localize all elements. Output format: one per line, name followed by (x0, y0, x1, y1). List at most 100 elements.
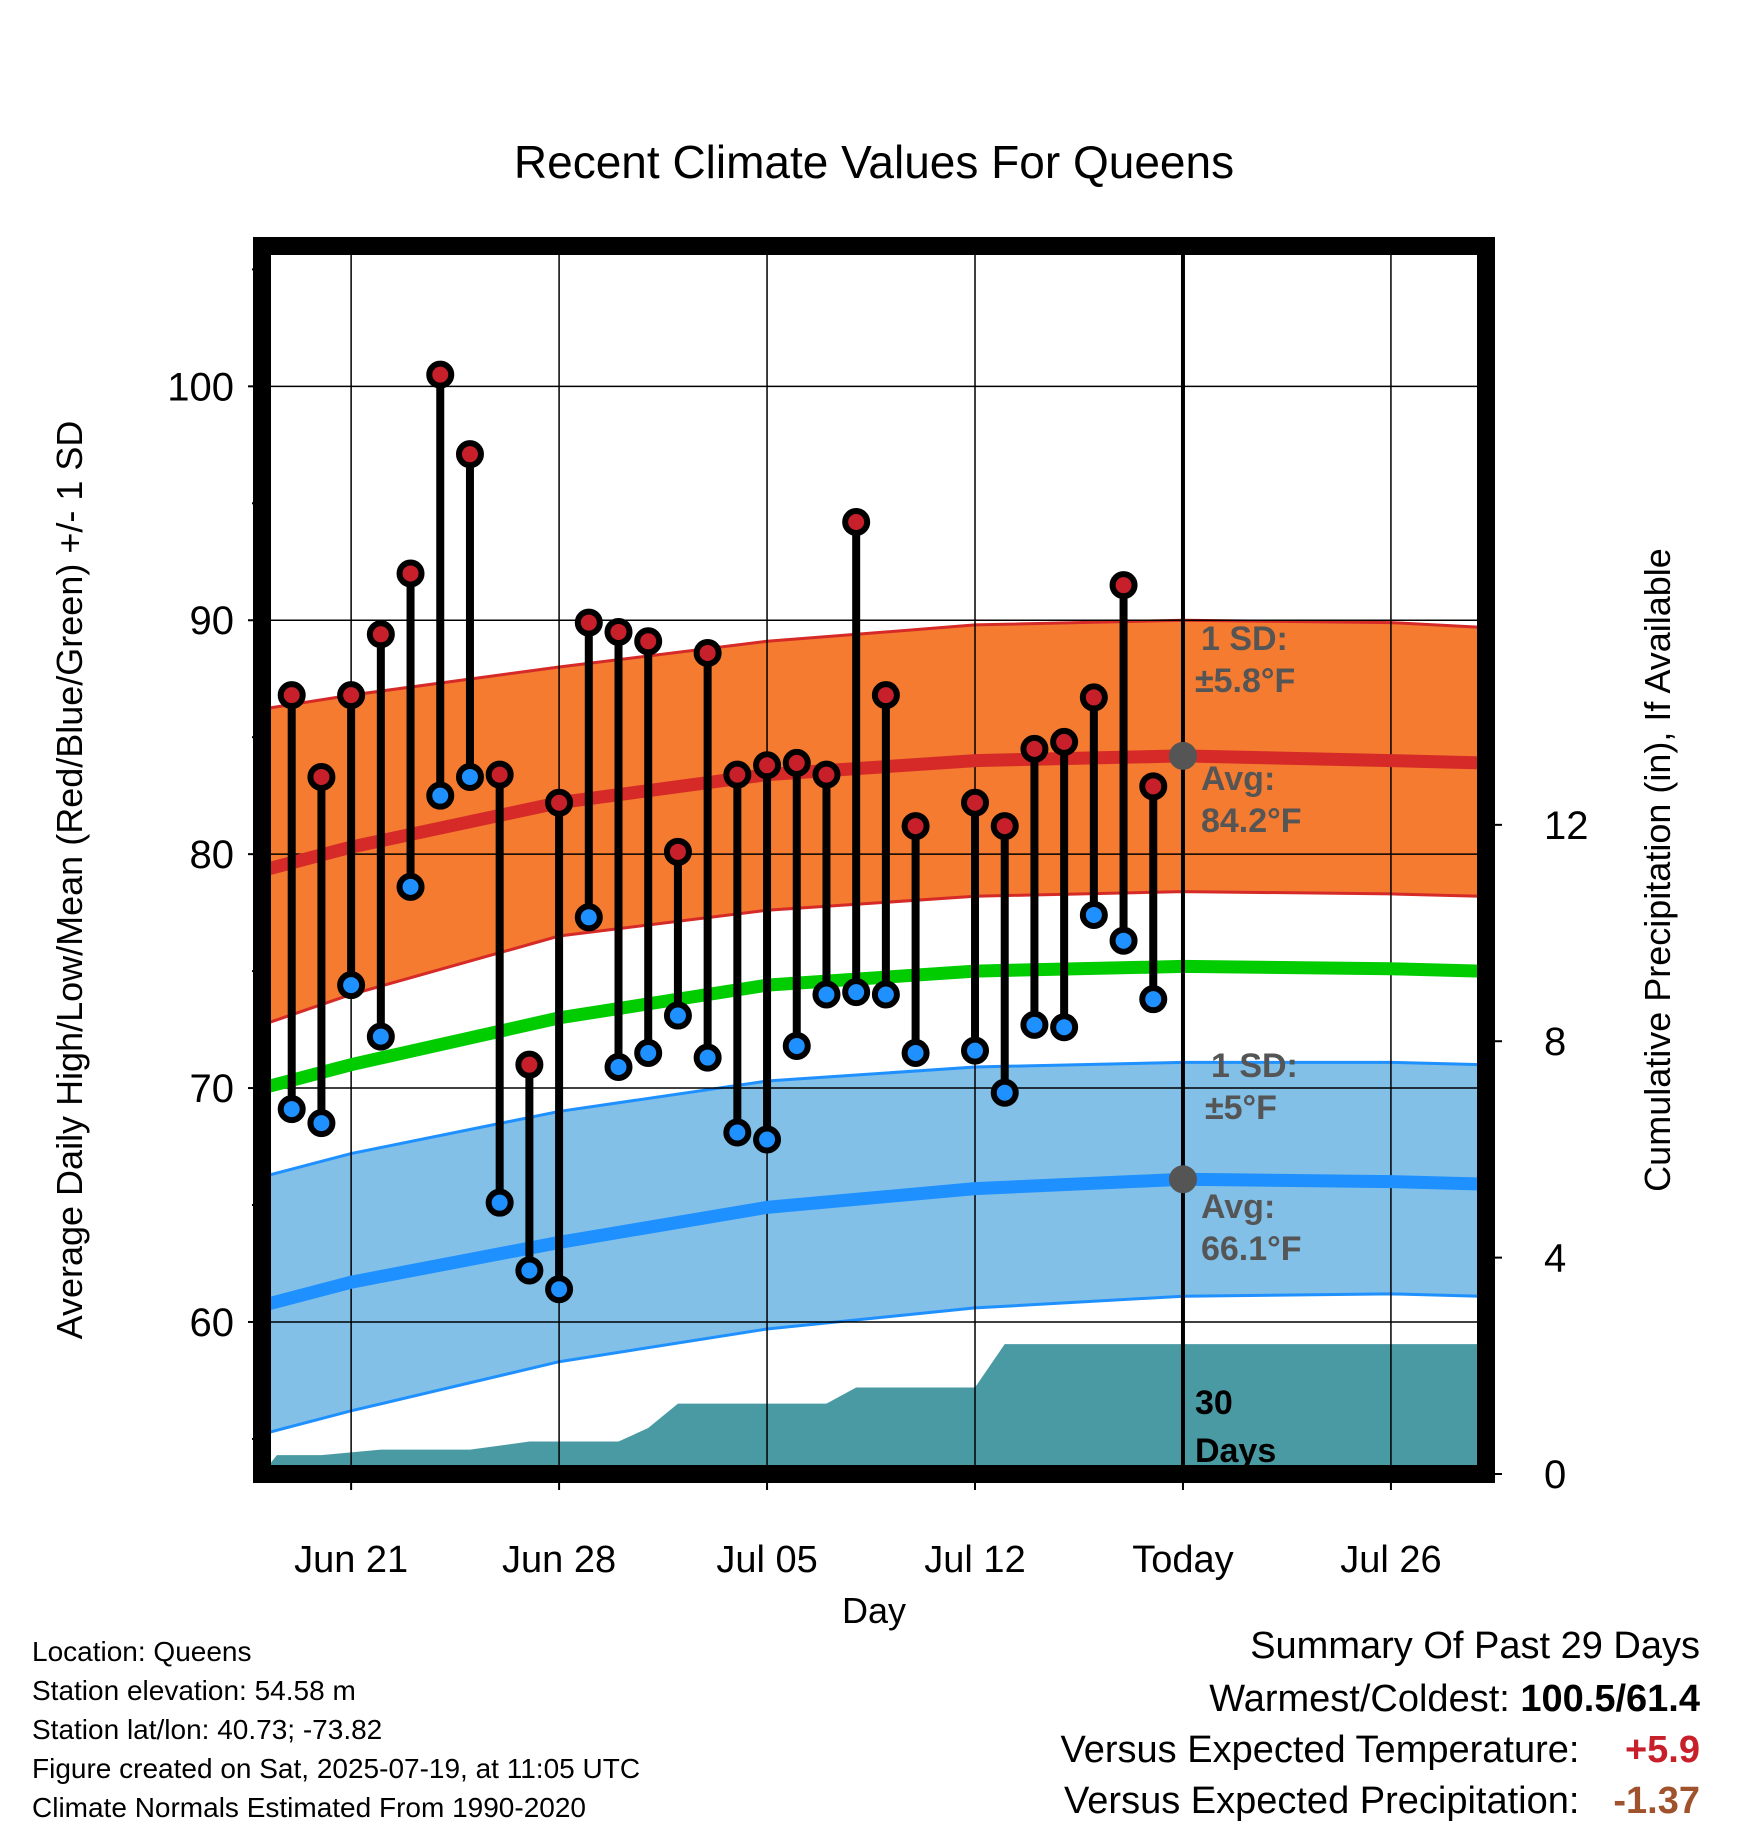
high-avg-value: 84.2°F (1201, 802, 1302, 840)
obs-low-marker (871, 980, 900, 1009)
obs-high-marker (337, 681, 366, 710)
obs-high-marker (753, 751, 782, 780)
y-tick-label: 60 (190, 1301, 235, 1345)
info-latlon: Station lat/lon: 40.73; -73.82 (32, 1714, 383, 1745)
low-avg-label: Avg: (1201, 1188, 1275, 1226)
precip-area (262, 1344, 1486, 1474)
obs-high-marker (782, 748, 811, 777)
info-elevation: Station elevation: 54.58 m (32, 1675, 356, 1706)
obs-high-marker (812, 760, 841, 789)
obs-high-marker (396, 559, 425, 588)
x-tick-label: Jul 12 (924, 1539, 1025, 1581)
obs-low-marker (277, 1095, 306, 1124)
obs-high-marker (901, 812, 930, 841)
y-right-tick-label: 8 (1544, 1020, 1566, 1064)
obs-high-marker (1050, 727, 1079, 756)
high-sd-label: 1 SD: (1201, 620, 1288, 658)
y-tick-label: 80 (190, 833, 235, 877)
y-tick-label: 70 (190, 1067, 235, 1111)
obs-low-marker (901, 1038, 930, 1067)
obs-high-marker (485, 760, 514, 789)
low-avg-value: 66.1°F (1201, 1230, 1302, 1268)
obs-high-marker (515, 1050, 544, 1079)
obs-low-marker (753, 1125, 782, 1154)
mean-normal-line (262, 959, 1481, 1095)
summary-precip: Versus Expected Precipitation: -1.37 (1064, 1782, 1700, 1820)
obs-low-marker (693, 1043, 722, 1072)
low-mean-line (262, 1172, 1481, 1312)
low-sd-upper-line (262, 1060, 1481, 1179)
low-sd-band (262, 1062, 1481, 1435)
obs-high-marker (871, 681, 900, 710)
summary-temp-value: +5.9 (1624, 1729, 1700, 1771)
obs-low-marker (634, 1038, 663, 1067)
summary-warm-cold: Warmest/Coldest: 100.5/61.4 (1209, 1680, 1700, 1718)
obs-low-marker (812, 980, 841, 1009)
period-number: 30 (1195, 1384, 1233, 1422)
obs-high-marker (961, 788, 990, 817)
x-tick-label: Jun 28 (502, 1539, 616, 1581)
obs-low-marker (515, 1256, 544, 1285)
period-unit: Days (1195, 1432, 1276, 1470)
chart-title: Recent Climate Values For Queens (514, 136, 1234, 188)
obs-low-marker (782, 1031, 811, 1060)
obs-high-marker (426, 360, 455, 389)
y-right-tick-label: 4 (1544, 1237, 1566, 1281)
y-tick-label: 90 (190, 599, 235, 643)
y-axis-label: Average Daily High/Low/Mean (Red/Blue/Gr… (49, 421, 90, 1340)
obs-high-marker (545, 788, 574, 817)
obs-high-marker (307, 762, 336, 791)
high-mean-line (262, 749, 1481, 877)
obs-low-marker (455, 762, 484, 791)
high-sd-upper-line (262, 618, 1481, 711)
low-sd-lower-line (262, 1292, 1481, 1436)
summary-temp-label: Versus Expected Temperature: (1060, 1729, 1580, 1771)
y-right-tick-label: 0 (1544, 1453, 1566, 1497)
obs-low-marker (337, 971, 366, 1000)
info-created: Figure created on Sat, 2025-07-19, at 11… (32, 1753, 641, 1784)
obs-low-marker (1050, 1013, 1079, 1042)
obs-high-marker (634, 627, 663, 656)
today-high-avg-marker (1168, 741, 1197, 770)
obs-high-marker (1020, 734, 1049, 763)
obs-high-marker (842, 508, 871, 537)
obs-low-marker (366, 1022, 395, 1051)
obs-high-marker (455, 440, 484, 469)
x-tick-label: Jul 05 (716, 1539, 817, 1581)
obs-low-marker (663, 1001, 692, 1030)
high-sd-lower-line (262, 890, 1481, 1027)
info-location: Location: Queens (32, 1636, 252, 1667)
obs-high-marker (277, 681, 306, 710)
obs-low-marker (1109, 926, 1138, 955)
obs-high-marker (366, 620, 395, 649)
x-tick-label: Today (1132, 1539, 1233, 1581)
low-sd-label: 1 SD: (1211, 1047, 1298, 1085)
high-sd-band (262, 620, 1481, 1025)
obs-high-marker (693, 638, 722, 667)
obs-low-marker (1020, 1010, 1049, 1039)
plot-area: 1 SD: ±5.8°F Avg: 84.2°F 1 SD: ±5°F Avg: 66.1°F… (167, 237, 1589, 1581)
x-tick-label: Jun 21 (294, 1539, 408, 1581)
y-tick-label: 100 (167, 365, 234, 409)
obs-high-marker (604, 617, 633, 646)
summary-precip-value: -1.37 (1613, 1780, 1700, 1822)
obs-low-marker (426, 781, 455, 810)
obs-low-marker (961, 1036, 990, 1065)
obs-low-marker (723, 1118, 752, 1147)
obs-low-marker (990, 1078, 1019, 1107)
info-normals: Climate Normals Estimated From 1990-2020 (32, 1792, 586, 1823)
y-axis-label-right: Cumulative Precipitation (in), If Availa… (1637, 548, 1678, 1192)
obs-low-marker (842, 978, 871, 1007)
obs-low-marker (1079, 900, 1108, 929)
obs-low-marker (574, 903, 603, 932)
obs-low-marker (604, 1053, 633, 1082)
summary-temp: Versus Expected Temperature: +5.9 (1061, 1731, 1700, 1769)
high-avg-label: Avg: (1201, 760, 1275, 798)
x-tick-label: Jul 26 (1340, 1539, 1441, 1581)
obs-low-marker (396, 872, 425, 901)
obs-high-marker (723, 760, 752, 789)
obs-high-marker (990, 812, 1019, 841)
summary-precip-label: Versus Expected Precipitation: (1064, 1780, 1580, 1822)
obs-low-marker (307, 1109, 336, 1138)
